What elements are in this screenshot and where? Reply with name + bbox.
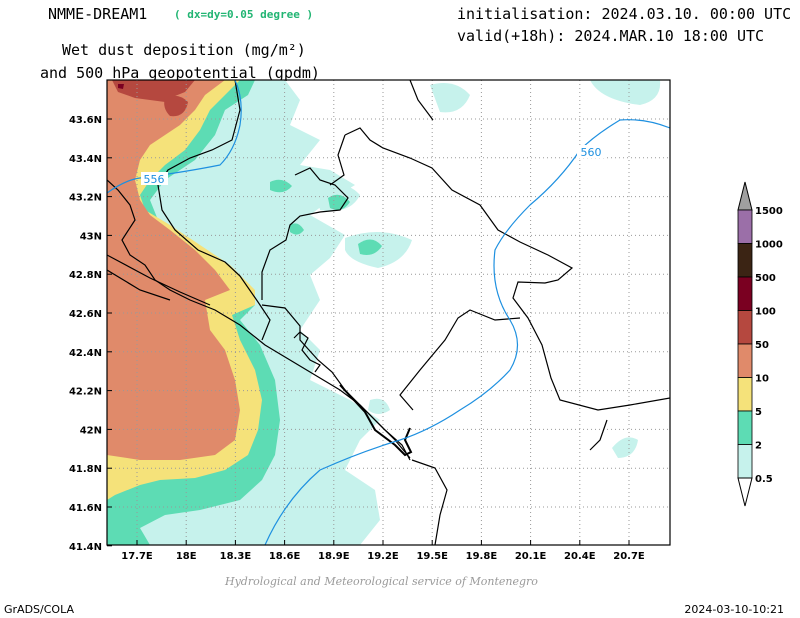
lat-tick-label: 42.4N (69, 348, 102, 359)
legend-level-label: 500 (755, 273, 776, 284)
legend-level-label: 1500 (755, 206, 783, 217)
map-title-line1: Wet dust deposition (mg/m²) (62, 41, 306, 59)
legend-swatch (737, 377, 753, 412)
lon-tick-label: 19.2E (367, 551, 399, 562)
legend-swatch (737, 343, 753, 378)
lon-tick-label: 17.7E (121, 551, 153, 562)
deposition-shade-10 (107, 80, 240, 460)
deposition-shade-100 (118, 84, 124, 89)
legend-swatch (737, 410, 753, 445)
lat-tick-label: 43N (80, 231, 102, 242)
contour-label-560: 560 (581, 146, 602, 159)
legend-level-label: 50 (755, 340, 769, 351)
legend-level-label: 10 (755, 374, 769, 385)
legend-swatch (737, 209, 753, 244)
legend-bottom-arrow (737, 477, 753, 507)
initialisation-time: initialisation: 2024.03.10. 00:00 UTC (457, 5, 792, 23)
legend-level-label: 2 (755, 441, 762, 452)
contour-label-556: 556 (144, 173, 165, 186)
legend-top-arrow (737, 181, 753, 211)
legend-swatch (737, 444, 753, 479)
lon-tick-label: 18.3E (220, 551, 252, 562)
longitude-axis: 17.7E 18E 18.3E 18.6E 18.9E 19.2E 19.5E 19.8E 20… (121, 540, 645, 562)
credit-text: Hydrological and Meteorological service … (225, 575, 538, 588)
deposition-shade-50 (112, 80, 195, 102)
legend-level-label: 100 (755, 307, 776, 318)
lat-tick-label: 42.8N (69, 270, 102, 281)
legend-swatch (737, 243, 753, 278)
map-title-line2: and 500 hPa geopotential (gpdm) (40, 64, 320, 82)
lat-lon-grid (107, 80, 670, 545)
lat-tick-label: 41.4N (69, 542, 102, 553)
lon-tick-label: 20.7E (613, 551, 645, 562)
lon-tick-label: 19.8E (466, 551, 498, 562)
lon-tick-label: 20.4E (564, 551, 596, 562)
timestamp-label: 2024-03-10-10:21 (684, 603, 784, 616)
lat-tick-label: 43.2N (69, 193, 102, 204)
lat-tick-label: 42.6N (69, 309, 102, 320)
lon-tick-label: 18.9E (318, 551, 350, 562)
latitude-axis: 43.6N 43.4N 43.2N 43N 42.8N 42.6N 42.4N 42.2N 42… (69, 115, 112, 553)
legend-swatch (737, 310, 753, 345)
lake-shoreline (339, 384, 413, 457)
lat-tick-label: 42N (80, 425, 102, 436)
geopotential-contour-556 (107, 80, 242, 194)
legend-level-label: 0.5 (755, 474, 773, 485)
model-name: NMME-DREAM1 (48, 5, 148, 23)
model-resolution: ( dx=dy=0.05 degree ) (174, 8, 314, 21)
grads-label: GrADS/COLA (4, 603, 74, 616)
legend-level-label: 1000 (755, 240, 783, 251)
lon-tick-label: 20.1E (515, 551, 547, 562)
legend-swatch (737, 276, 753, 311)
lat-tick-label: 42.2N (69, 387, 102, 398)
lat-tick-label: 41.6N (69, 503, 102, 514)
lat-tick-label: 43.6N (69, 115, 102, 126)
lon-tick-label: 18.6E (269, 551, 301, 562)
valid-time: valid(+18h): 2024.MAR.10 18:00 UTC (457, 27, 765, 45)
legend-level-label: 5 (755, 407, 762, 418)
lon-tick-label: 19.5E (416, 551, 448, 562)
lat-tick-label: 41.8N (69, 464, 102, 475)
lat-tick-label: 43.4N (69, 154, 102, 165)
lon-tick-label: 18E (176, 551, 197, 562)
color-legend: 1500 1000 500 100 50 10 5 2 0.5 (737, 181, 783, 507)
